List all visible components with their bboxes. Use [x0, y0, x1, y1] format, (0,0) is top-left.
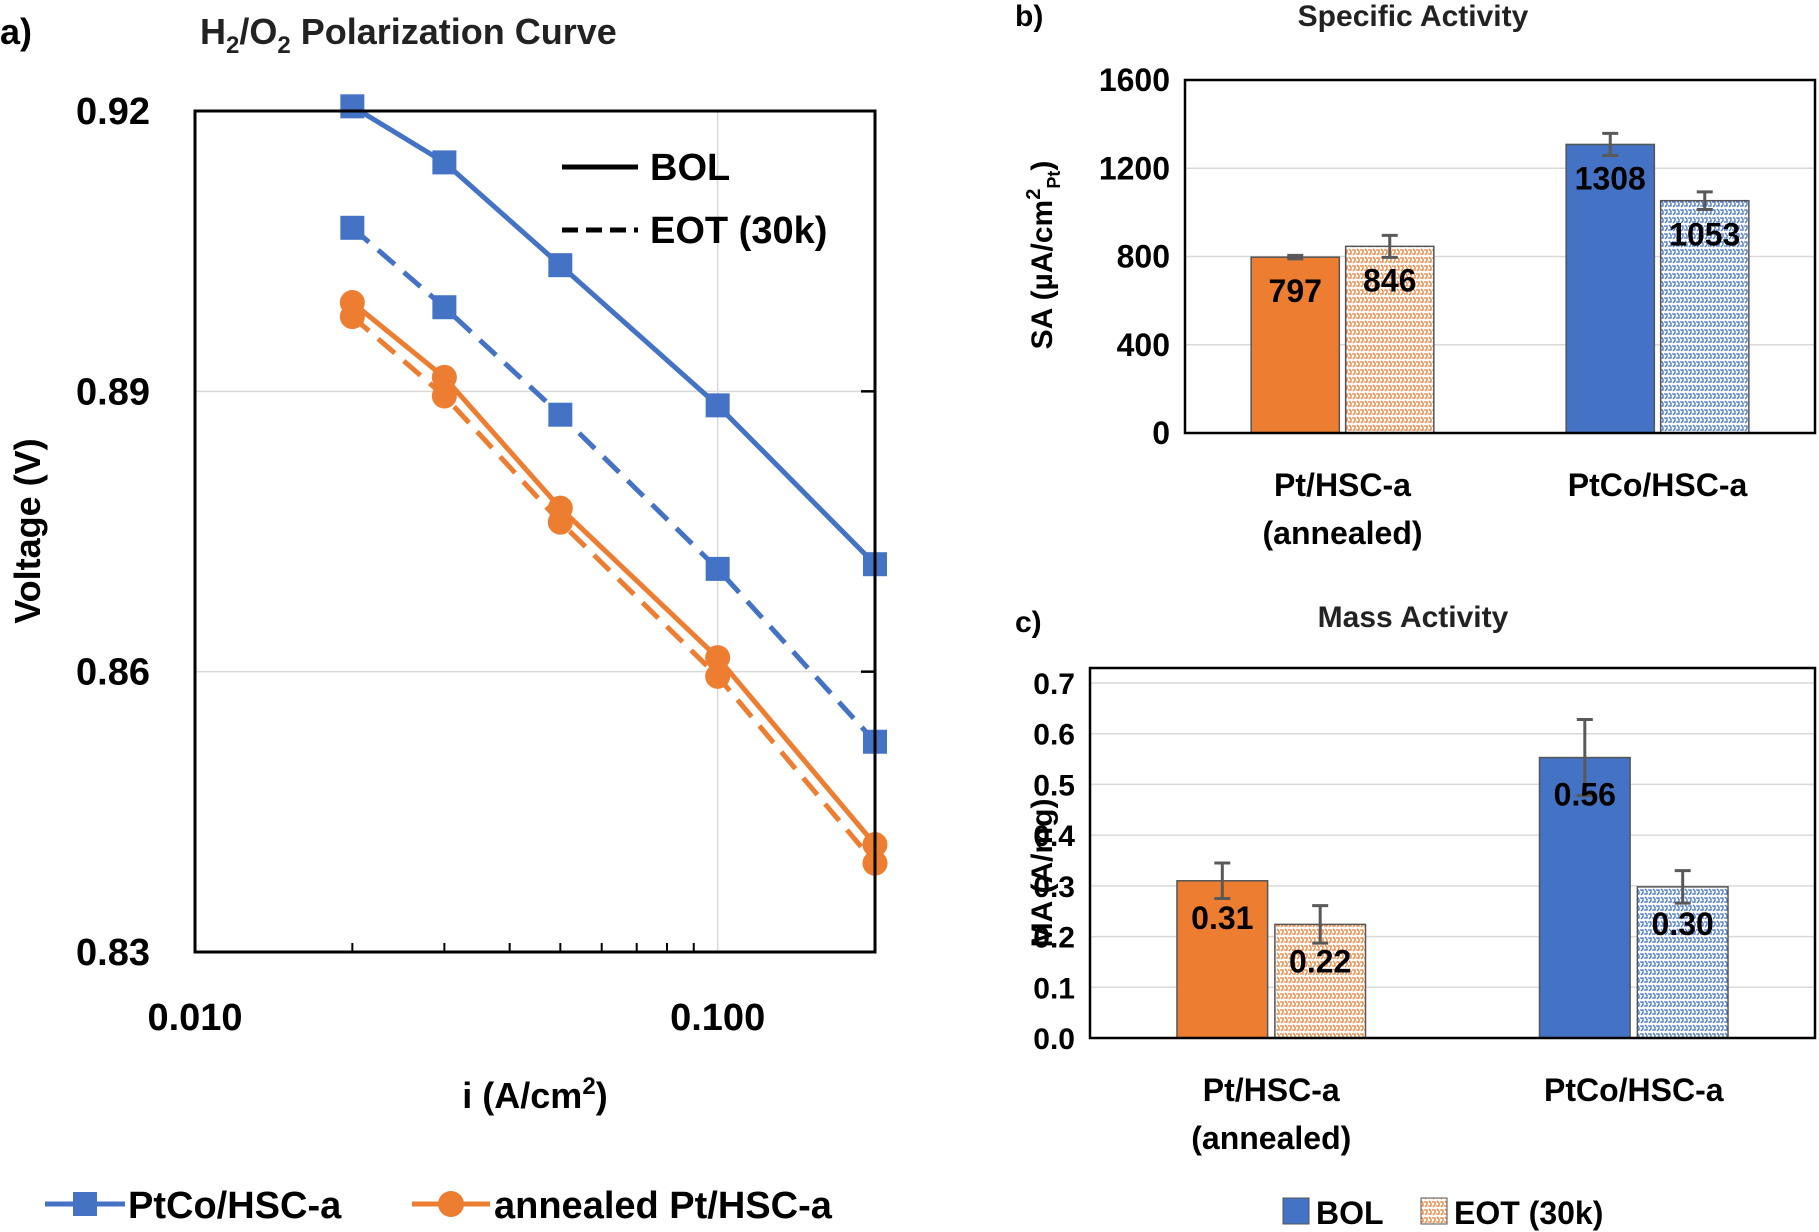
y-tick-label-0-3: 0.3 [1033, 871, 1075, 904]
polarization-plot-frame [193, 109, 877, 954]
y-tick-label-0-7: 0.7 [1033, 668, 1075, 701]
series-line-ptco-hsc-a-bol [351, 104, 877, 566]
polarization-x-axis-label: i (A/cm2) [462, 1073, 607, 1116]
data-label-ptco-hsc-a-bol: 0.56 [1554, 777, 1616, 813]
panel-b-letter: b) [1015, 0, 1043, 33]
panel-a-letter: a) [0, 11, 32, 52]
data-point-annealed-pt-hsc-a-bol [431, 364, 457, 390]
mass-activity-bars: 0.31 0.22 0.56 0.30 [1176, 718, 1729, 1039]
category-label-annealed: (annealed) [1191, 1120, 1351, 1156]
y-tick-label-400: 400 [1117, 327, 1170, 363]
material-legend: PtCo/HSC-a annealed Pt/HSC-a [45, 1185, 833, 1227]
legend-ptco-label: PtCo/HSC-a [128, 1185, 342, 1227]
data-label-ptco-hsc-a-eot-30k: 0.30 [1652, 906, 1714, 942]
legend-eot-fill-label: EOT (30k) [1454, 1195, 1603, 1231]
y-tick-label-800: 800 [1117, 239, 1170, 275]
legend-pt-circle-marker [438, 1191, 464, 1217]
legend-pt-label: annealed Pt/HSC-a [494, 1185, 833, 1227]
mass-activity-plot-frame [1088, 666, 1817, 1040]
mass-activity-category-labels: Pt/HSC-a (annealed) PtCo/HSC-a [1191, 1072, 1724, 1156]
legend-eot-label: EOT (30k) [650, 210, 827, 252]
y-tick-label-1600: 1600 [1099, 62, 1170, 98]
data-point-ptco-hsc-a-bol [340, 94, 365, 119]
x-tick-label-0-010: 0.010 [147, 997, 242, 1039]
bar-ptco-hsc-a-eot-30k [1636, 886, 1729, 1039]
specific-activity-category-labels: Pt/HSC-a (annealed) PtCo/HSC-a [1262, 467, 1747, 551]
category-label-ptco-hsc-a: PtCo/HSC-a [1544, 1072, 1724, 1108]
data-point-annealed-pt-hsc-a-eot-30k [339, 304, 365, 330]
bar-ptco-hsc-a-eot-30k [1659, 199, 1750, 434]
y-tick-label-0-86: 0.86 [76, 652, 150, 694]
series-line-annealed-pt-hsc-a-eot-30k [350, 314, 877, 865]
mass-activity-tick-labels: 0.0 0.1 0.2 0.3 0.4 0.5 0.6 0.7 [1033, 668, 1075, 1056]
y-tick-label-0-6: 0.6 [1033, 719, 1075, 752]
specific-activity-bars: 797 846 1308 1053 [1250, 131, 1750, 434]
legend-bol-label: BOL [650, 147, 730, 189]
legend-eot-swatch [1420, 1197, 1448, 1225]
specific-activity-plot-frame [1183, 78, 1817, 435]
data-point-ptco-hsc-a-bol [432, 150, 457, 175]
bar-fill-legend: BOL EOT (30k) [1282, 1195, 1603, 1231]
bar-ptco-hsc-a-bol [1565, 143, 1656, 434]
data-point-ptco-hsc-a-eot-30k [340, 215, 365, 240]
mass-activity-title: Mass Activity [1318, 601, 1509, 634]
category-label-annealed: (annealed) [1262, 515, 1422, 551]
data-label-pt-hsc-a-eot-30k: 846 [1363, 262, 1416, 298]
specific-activity-title: Specific Activity [1298, 0, 1529, 33]
y-tick-label-0: 0 [1152, 415, 1170, 451]
y-tick-label-0-89: 0.89 [76, 371, 150, 413]
specific-activity-panel: b) Specific Activity 797 846 1308 1053 0 400… [1015, 0, 1817, 551]
bar-pt-hsc-a-eot-30k [1344, 245, 1435, 434]
data-label-pt-hsc-a-bol: 797 [1269, 273, 1322, 309]
y-tick-label-0-4: 0.4 [1033, 820, 1075, 853]
data-label-ptco-hsc-a-eot-30k: 1053 [1669, 217, 1740, 253]
data-point-annealed-pt-hsc-a-eot-30k [547, 509, 573, 535]
legend-bol-fill-label: BOL [1316, 1195, 1384, 1231]
category-label-pt-hsc-a: Pt/HSC-a [1203, 1072, 1340, 1108]
category-label-pt-hsc-a: Pt/HSC-a [1274, 467, 1411, 503]
x-tick-label-0-100: 0.100 [670, 997, 765, 1039]
polarization-tick-labels: 0.83 0.86 0.89 0.92 0.010 0.100 [76, 91, 876, 1039]
y-tick-label-0-0: 0.0 [1033, 1023, 1075, 1056]
specific-activity-tick-labels: 0 400 800 1200 1600 [1099, 62, 1170, 451]
polarization-series [339, 94, 888, 876]
panel-c-letter: c) [1015, 606, 1042, 639]
category-label-ptco-hsc-a: PtCo/HSC-a [1568, 467, 1748, 503]
bar-pt-hsc-a-bol [1250, 256, 1341, 434]
polarization-y-axis-label: Voltage (V) [7, 438, 48, 623]
data-point-ptco-hsc-a-bol [548, 253, 573, 278]
data-point-ptco-hsc-a-eot-30k [548, 402, 573, 427]
data-point-ptco-hsc-a-eot-30k [432, 295, 457, 320]
bar-pt-hsc-a-bol [1176, 880, 1269, 1039]
y-tick-label-0-5: 0.5 [1033, 769, 1075, 802]
data-point-ptco-hsc-a-eot-30k [705, 556, 730, 581]
data-point-annealed-pt-hsc-a-eot-30k [705, 663, 731, 689]
bar-ptco-hsc-a-bol [1538, 756, 1631, 1039]
specific-activity-y-axis-label: SA (µA/cm2Pt) [1023, 161, 1064, 350]
y-tick-label-1200: 1200 [1099, 150, 1170, 186]
data-label-pt-hsc-a-eot-30k: 0.22 [1289, 943, 1351, 979]
data-label-ptco-hsc-a-bol: 1308 [1575, 160, 1646, 196]
legend-ptco-square-marker [73, 1192, 97, 1216]
line-style-legend: BOL EOT (30k) [562, 147, 827, 252]
y-tick-label-0-83: 0.83 [76, 932, 150, 974]
data-point-annealed-pt-hsc-a-bol [705, 645, 731, 671]
polarization-curve-panel: a) H2/O2 Polarization Curve 0.83 0.86 0.89… [0, 11, 888, 1227]
mass-activity-y-axis-label: MA (A/mg) [1026, 799, 1059, 948]
legend-bol-swatch [1282, 1197, 1310, 1225]
mass-activity-panel: c) Mass Activity 0.31 0.22 0.56 0.30 0.0 0.1… [1015, 601, 1817, 1231]
polarization-chart-title: H2/O2 Polarization Curve [200, 11, 617, 59]
y-tick-label-0-2: 0.2 [1033, 922, 1075, 955]
y-tick-label-0-1: 0.1 [1033, 972, 1075, 1005]
y-tick-label-0-92: 0.92 [76, 91, 150, 133]
data-point-annealed-pt-hsc-a-eot-30k [431, 383, 457, 409]
data-point-ptco-hsc-a-bol [705, 393, 730, 418]
data-label-pt-hsc-a-bol: 0.31 [1191, 900, 1253, 936]
